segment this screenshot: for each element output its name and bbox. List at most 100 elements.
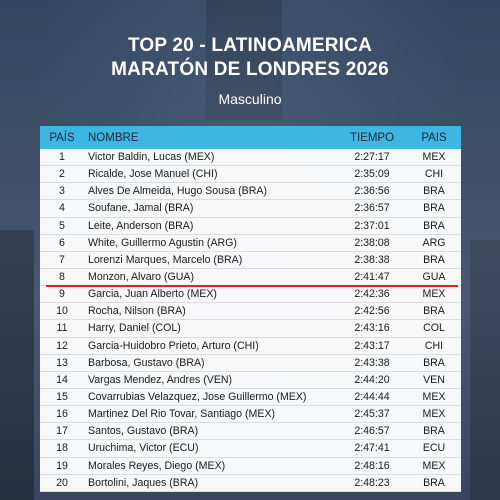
- table-row: 4 Soufane, Jamal (BRA) 2:36:57 BRA: [40, 200, 461, 218]
- table-row: 14 Vargas Mendez, Andres (VEN) 2:44:20 VEN: [40, 372, 461, 389]
- table-row: 6 White, Guillermo Agustin (ARG) 2:38:08 AR…: [40, 235, 461, 252]
- row-country: BRA: [423, 476, 445, 489]
- column-header-time: TIEMPO: [349, 131, 395, 144]
- row-country: VEN: [423, 373, 445, 386]
- row-name: Garcia, Juan Alberto (MEX): [88, 288, 217, 301]
- table-row: 13 Barbosa, Gustavo (BRA) 2:43:38 BRA: [40, 355, 461, 372]
- table-header-row: PAÍS NOMBRE TIEMPO PAIS: [40, 126, 461, 149]
- page-header: TOP 20 - LATINOAMERICA MARATÓN DE LONDRE…: [0, 34, 500, 108]
- row-rank: 4: [59, 202, 65, 215]
- title-line-1: TOP 20 - LATINOAMERICA: [127, 35, 373, 56]
- row-name: Uruchima, Victor (ECU): [88, 442, 199, 455]
- row-time: 2:37:01: [354, 219, 390, 232]
- table-row: 8 Monzon, Alvaro (GUA) 2:41:47 GUA: [40, 269, 461, 287]
- row-name: Monzon, Alvaro (GUA): [88, 271, 194, 284]
- row-name: Ricalde, Jose Manuel (CHI): [88, 168, 218, 181]
- row-country: ARG: [422, 236, 446, 249]
- row-rank: 18: [56, 442, 68, 455]
- row-time: 2:38:38: [354, 253, 390, 266]
- row-rank: 9: [59, 288, 65, 301]
- row-name: Alves De Almeida, Hugo Sousa (BRA): [88, 185, 267, 198]
- row-country: BRA: [423, 202, 445, 215]
- title-line-2: MARATÓN DE LONDRES 2026: [111, 59, 389, 80]
- subtitle: Masculino: [218, 91, 282, 107]
- row-rank: 11: [56, 322, 68, 335]
- row-rank: 3: [59, 185, 65, 198]
- table-row: 19 Morales Reyes, Diego (MEX) 2:48:16 MEX: [40, 458, 461, 475]
- row-time: 2:45:37: [354, 408, 390, 421]
- table-row: 15 Covarrubias Velazquez, Jose Guillermo …: [40, 389, 461, 407]
- row-country: MEX: [422, 391, 446, 404]
- row-time: 2:48:23: [354, 476, 390, 489]
- row-rank: 20: [56, 476, 68, 489]
- row-country: MEX: [422, 459, 446, 472]
- row-name: Barbosa, Gustavo (BRA): [88, 356, 205, 369]
- row-rank: 13: [56, 356, 68, 369]
- row-rank: 14: [56, 373, 68, 386]
- column-header-rank: PAÍS: [49, 131, 75, 144]
- table-row: 18 Uruchima, Victor (ECU) 2:47:41 ECU: [40, 440, 461, 458]
- table-row: 5 Leite, Anderson (BRA) 2:37:01 BRA: [40, 218, 461, 235]
- highlight-underline: [46, 285, 458, 288]
- row-time: 2:43:38: [354, 356, 390, 369]
- row-time: 2:48:16: [354, 459, 390, 472]
- row-rank: 7: [59, 253, 65, 266]
- row-rank: 1: [59, 151, 65, 164]
- row-name: Bortolini, Jaques (BRA): [88, 476, 199, 489]
- row-name: Rocha, Nilson (BRA): [88, 305, 186, 318]
- row-rank: 2: [59, 168, 65, 181]
- row-rank: 8: [59, 271, 65, 284]
- row-name: Harry, Daniel (COL): [88, 322, 181, 335]
- table-row: 16 Martinez Del Rio Tovar, Santiago (MEX)…: [40, 406, 461, 424]
- table-row: 7 Lorenzi Marques, Marcelo (BRA) 2:38:38 BR…: [40, 252, 461, 269]
- row-name: White, Guillermo Agustin (ARG): [88, 236, 237, 249]
- row-country: COL: [423, 322, 445, 335]
- row-country: BRA: [423, 253, 445, 266]
- table-row: 17 Santos, Gustavo (BRA) 2:46:57 BRA: [40, 423, 461, 441]
- row-time: 2:42:56: [354, 305, 390, 318]
- row-rank: 16: [56, 408, 68, 421]
- table-row: 10 Rocha, Nilson (BRA) 2:42:56 BRA: [40, 303, 461, 321]
- row-country: MEX: [422, 288, 446, 301]
- table-row: 20 Bortolini, Jaques (BRA) 2:48:23 BRA: [40, 475, 461, 492]
- row-time: 2:35:09: [354, 168, 390, 181]
- row-country: BRA: [423, 305, 445, 318]
- big-ben-silhouette: [206, 0, 282, 120]
- column-header-country: PAIS: [421, 131, 447, 144]
- row-time: 2:36:57: [354, 202, 390, 215]
- row-time: 2:44:44: [354, 391, 390, 404]
- row-time: 2:44:20: [354, 373, 390, 386]
- row-country: ECU: [422, 442, 446, 455]
- row-rank: 19: [56, 459, 68, 472]
- row-name: Covarrubias Velazquez, Jose Guillermo (M…: [88, 391, 307, 404]
- row-time: 2:43:16: [354, 322, 390, 335]
- row-name: Lorenzi Marques, Marcelo (BRA): [88, 253, 243, 266]
- row-time: 2:47:41: [354, 442, 390, 455]
- table-row: 11 Harry, Daniel (COL) 2:43:16 COL: [40, 320, 461, 338]
- row-rank: 10: [56, 305, 68, 318]
- row-rank: 12: [56, 339, 68, 352]
- row-country: BRA: [423, 219, 445, 232]
- table-row: 1 Victor Baldin, Lucas (MEX) 2:27:17 MEX: [40, 149, 461, 167]
- right-building-silhouette: [470, 240, 500, 500]
- row-time: 2:41:47: [354, 271, 390, 284]
- row-rank: 15: [56, 391, 68, 404]
- row-country: BRA: [423, 185, 445, 198]
- row-rank: 6: [59, 236, 65, 249]
- row-country: CHI: [424, 168, 444, 181]
- row-country: MEX: [422, 408, 446, 421]
- row-name: Victor Baldin, Lucas (MEX): [88, 151, 215, 164]
- left-building-silhouette: [0, 230, 34, 500]
- row-country: BRA: [423, 425, 445, 438]
- row-time: 2:36:56: [354, 185, 390, 198]
- row-time: 2:43:17: [354, 339, 390, 352]
- row-name: Leite, Anderson (BRA): [88, 219, 194, 232]
- row-rank: 5: [59, 219, 65, 232]
- row-rank: 17: [56, 425, 68, 438]
- table-row: 9 Garcia, Juan Alberto (MEX) 2:42:36 MEX: [40, 286, 461, 304]
- row-time: 2:46:57: [354, 425, 390, 438]
- table-body: 1 Victor Baldin, Lucas (MEX) 2:27:17 MEX 2 Ri…: [40, 149, 461, 492]
- row-time: 2:27:17: [354, 151, 390, 164]
- table-row: 2 Ricalde, Jose Manuel (CHI) 2:35:09 CHI: [40, 166, 461, 184]
- table-row: 3 Alves De Almeida, Hugo Sousa (BRA) 2:36:…: [40, 183, 461, 201]
